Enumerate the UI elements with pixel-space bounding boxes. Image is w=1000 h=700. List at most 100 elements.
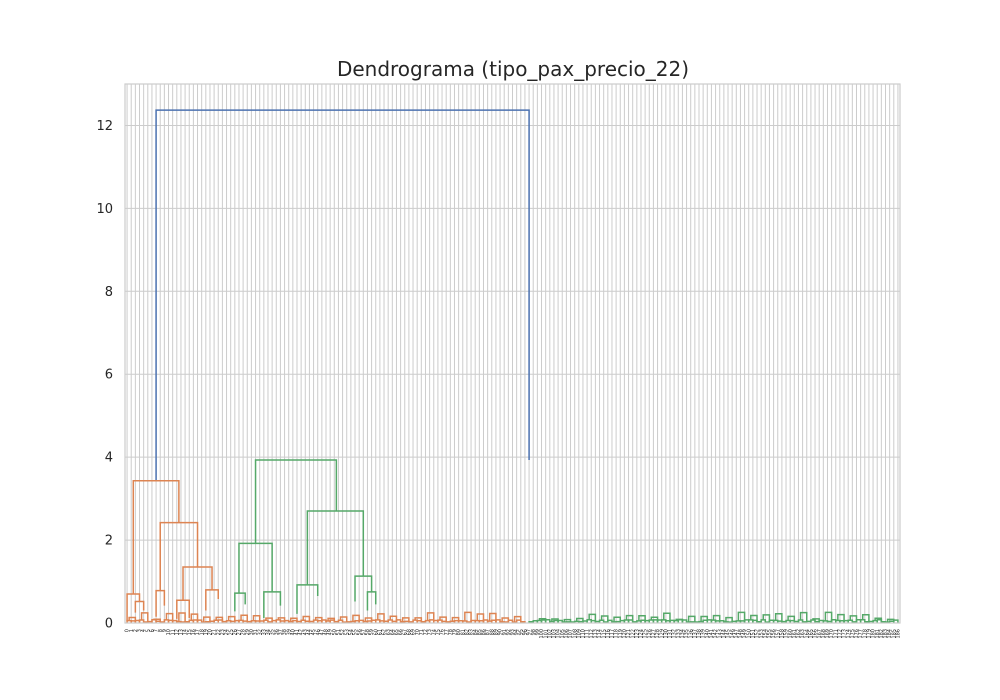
x-tick-label: 149	[742, 629, 748, 639]
x-tick-label: 83	[469, 629, 475, 635]
dendrogram-link	[155, 589, 166, 617]
x-tick-label: 69	[411, 629, 417, 635]
x-tick-label: 3	[137, 629, 143, 632]
x-tick-label: 154	[763, 629, 769, 639]
x-tick-label: 126	[647, 629, 653, 639]
x-tick-label: 96	[523, 629, 529, 635]
x-tick-label: 153	[759, 629, 765, 639]
x-tick-label: 58	[365, 629, 371, 635]
dendrogram-leaf-link	[600, 615, 609, 623]
x-tick-label: 112	[589, 629, 595, 639]
x-tick-label: 49	[328, 629, 334, 635]
x-tick-label: 52	[340, 629, 346, 635]
x-tick-label: 6	[150, 629, 156, 632]
dendrogram-leaf-link	[774, 613, 783, 623]
x-tick-label: 115	[601, 629, 607, 639]
x-tick-label: 158	[779, 629, 785, 639]
x-tick-label: 177	[858, 629, 864, 639]
x-tick-label: 63	[386, 629, 392, 635]
x-tick-label: 151	[750, 629, 756, 639]
x-tick-label: 157	[775, 629, 781, 639]
x-tick-label: 102	[547, 629, 553, 639]
dendrogram-leaf-link	[520, 620, 526, 623]
dendrogram-leaf-link	[712, 614, 721, 623]
dendrogram-link	[182, 566, 213, 601]
x-tick-label: 165	[808, 629, 814, 639]
x-tick-label: 104	[556, 629, 562, 639]
x-tick-label: 30	[249, 629, 255, 635]
y-tick-label: 8	[105, 285, 113, 300]
x-tick-label: 162	[796, 629, 802, 639]
x-tick-label: 113	[593, 629, 599, 639]
x-tick-label: 184	[887, 629, 893, 639]
dendrogram-leaf-link	[824, 611, 833, 623]
x-tick-label: 87	[485, 629, 491, 635]
x-tick-label: 170	[829, 629, 835, 639]
x-tick-label: 15	[187, 629, 193, 635]
x-tick-label: 1	[129, 629, 135, 632]
x-tick-label: 124	[639, 629, 645, 639]
x-tick-label: 140	[705, 629, 711, 639]
x-tick-label: 37	[278, 629, 284, 635]
x-tick-label: 22	[216, 629, 222, 635]
x-tick-label: 76	[440, 629, 446, 635]
x-tick-label: 106	[564, 629, 570, 639]
x-tick-label: 183	[883, 629, 889, 639]
x-tick-label: 33	[261, 629, 267, 635]
x-tick-label: 129	[659, 629, 665, 639]
x-tick-label: 16	[191, 629, 197, 635]
x-tick-label: 57	[361, 629, 367, 635]
dendrogram-leaf-link	[488, 612, 497, 623]
x-tick-label: 44	[307, 629, 313, 635]
x-tick-label: 2	[133, 629, 139, 632]
x-tick-label: 160	[788, 629, 794, 639]
dendrogram-leaf-link	[227, 615, 236, 623]
x-tick-label: 105	[560, 629, 566, 639]
dendrogram-leaf-link	[663, 612, 671, 623]
x-tick-label: 163	[800, 629, 806, 639]
y-tick-label: 6	[105, 368, 113, 383]
dendrogram-leaf-link	[464, 611, 472, 623]
x-tick-label: 146	[730, 629, 736, 639]
dendrogram-link	[263, 591, 282, 619]
x-tick-label: 79	[452, 629, 458, 635]
x-tick-label: 92	[506, 629, 512, 635]
x-tick-label: 51	[336, 629, 342, 635]
dendrogram-link	[126, 593, 141, 621]
dendrogram-leaf-link	[140, 612, 149, 623]
dendrogram-link	[176, 599, 190, 619]
x-tick-label: 181	[875, 629, 881, 639]
dendrogram-leaf-link	[762, 614, 771, 623]
x-tick-label: 46	[315, 629, 321, 635]
x-tick-label: 114	[597, 629, 603, 639]
x-tick-label: 133	[676, 629, 682, 639]
x-tick-label: 14	[183, 629, 189, 635]
dendrogram-leaf-link	[837, 613, 845, 623]
x-tick-label: 100	[539, 629, 545, 639]
x-tick-label: 9	[162, 629, 168, 632]
x-tick-label: 10	[166, 629, 172, 635]
x-tick-label: 117	[610, 629, 616, 639]
x-tick-label: 91	[502, 629, 508, 635]
dendrogram-leaf-link	[476, 613, 485, 623]
x-tick-label: 80	[456, 629, 462, 635]
x-tick-label: 41	[295, 629, 301, 635]
dendrogram-leaf-link	[638, 614, 646, 623]
x-tick-label: 66	[398, 629, 404, 635]
dendrogram-leaf-link	[737, 611, 746, 623]
x-tick-label: 89	[494, 629, 500, 635]
x-tick-label: 64	[390, 629, 396, 635]
x-tick-label: 135	[684, 629, 690, 639]
x-tick-label: 82	[465, 629, 471, 635]
dendrogram-leaf-link	[787, 615, 796, 623]
x-tick-label: 176	[854, 629, 860, 639]
dendrogram-leaf-link	[439, 616, 447, 623]
x-tick-label: 185	[891, 629, 897, 639]
x-tick-label: 62	[382, 629, 388, 635]
dendrogram-leaf-link	[893, 619, 899, 623]
x-tick-label: 84	[473, 629, 479, 635]
x-tick-label: 108	[572, 629, 578, 639]
dendrogram-leaf-link	[426, 612, 435, 623]
x-tick-label: 101	[543, 629, 549, 639]
